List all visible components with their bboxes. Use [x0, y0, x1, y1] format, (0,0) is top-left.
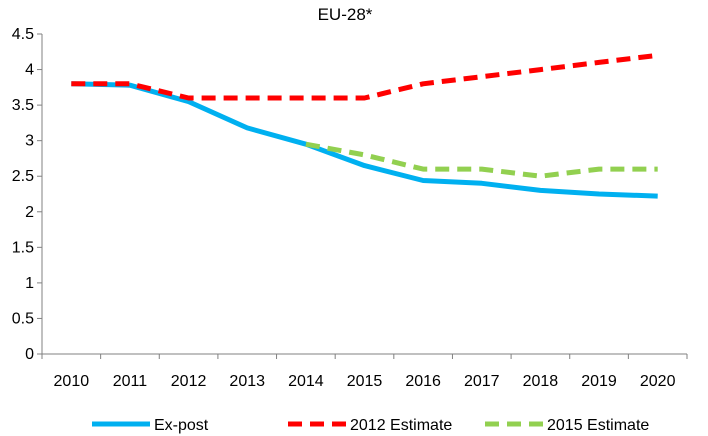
axes	[41, 34, 687, 355]
y-tick-label: 3.5	[12, 97, 34, 114]
y-tick-label: 2	[25, 204, 34, 221]
series-lines	[71, 52, 659, 199]
legend-label-ex-post: Ex-post	[154, 417, 209, 434]
legend: Ex-post 2012 Estimate 2015 Estimate	[92, 417, 649, 434]
y-tick-label: 1.5	[12, 239, 34, 256]
y-tick-label: 1	[25, 275, 34, 292]
y-tick-label: 2.5	[12, 168, 34, 185]
series-line-2015-estimate	[305, 141, 658, 179]
x-tick-label: 2019	[581, 373, 617, 390]
x-tick-label: 2020	[640, 373, 676, 390]
y-axis-ticks: 0 0.5 1 1.5 2 2.5 3 3.5 4 4.5	[12, 26, 42, 363]
x-tick-label: 2017	[464, 373, 500, 390]
x-tick-label: 2010	[54, 373, 90, 390]
y-tick-label: 0.5	[12, 310, 34, 327]
y-tick-label: 3	[25, 133, 34, 150]
y-tick-label: 0	[25, 346, 34, 363]
series-line-2012-estimate	[71, 52, 659, 101]
x-tick-label: 2018	[523, 373, 559, 390]
legend-label-2015-estimate: 2015 Estimate	[547, 417, 649, 434]
x-tick-label: 2013	[229, 373, 265, 390]
y-tick-label: 4.5	[12, 26, 34, 43]
chart-title: EU-28*	[318, 5, 373, 24]
x-axis-ticks: 2010 2011 2012 2013 2014 2015 2016 2017 2018 2019…	[41, 354, 688, 390]
series-line-ex-post	[71, 81, 658, 199]
x-tick-label: 2016	[405, 373, 441, 390]
x-tick-label: 2011	[113, 373, 148, 390]
x-tick-label: 2012	[171, 373, 207, 390]
legend-label-2012-estimate: 2012 Estimate	[350, 417, 452, 434]
x-tick-label: 2015	[347, 373, 383, 390]
x-tick-label: 2014	[288, 373, 324, 390]
y-tick-label: 4	[25, 62, 34, 79]
